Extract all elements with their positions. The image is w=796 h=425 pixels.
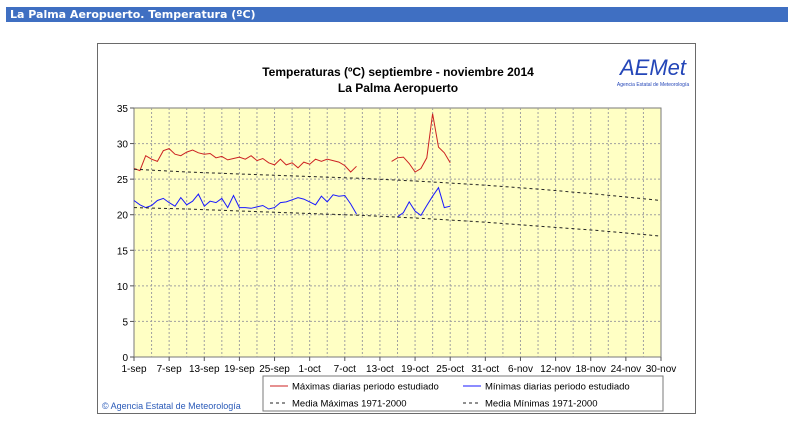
legend-label: Máximas diarias periodo estudiado (292, 382, 439, 393)
x-tick-label: 6-nov (508, 364, 533, 375)
y-tick-label: 30 (117, 140, 129, 151)
y-tick-label: 10 (117, 282, 129, 293)
x-tick-label: 13-sep (189, 364, 220, 375)
series-line (133, 207, 662, 237)
legend-label: Mínimas diarias periodo estudiado (485, 382, 630, 393)
x-tick-label: 13-oct (366, 364, 394, 375)
series-line (133, 193, 357, 215)
legend-label: Media Máximas 1971-2000 (292, 399, 407, 410)
series-1 (133, 113, 451, 173)
series-line (397, 186, 451, 218)
legend: Máximas diarias periodo estudiado Mínimas… (270, 382, 630, 410)
x-tick-label: 12-nov (540, 364, 571, 375)
y-tick-label: 25 (117, 175, 129, 186)
x-tick-label: 25-sep (259, 364, 290, 375)
page-title: La Palma Aeropuerto. Temperatura (ºC) (10, 8, 256, 21)
legend-box (262, 375, 664, 412)
series-3 (133, 168, 662, 201)
x-tick-label: 30-nov (646, 364, 677, 375)
chart-title: Temperaturas (ºC) septiembre - noviembre… (262, 65, 534, 79)
x-tick-label: 1-oct (299, 364, 321, 375)
y-tick-label: 35 (117, 104, 129, 115)
x-tick-label: 24-nov (611, 364, 642, 375)
series-layer (133, 113, 662, 237)
series-4 (133, 207, 662, 237)
series-line (133, 168, 662, 201)
chart-subtitle: La Palma Aeropuerto (338, 81, 458, 95)
x-tick-label: 1-sep (121, 364, 146, 375)
x-tick-label: 25-oct (436, 364, 464, 375)
copyright-text: © Agencia Estatal de Meteorología (102, 401, 241, 411)
series-line (391, 113, 451, 173)
x-tick-label: 7-sep (157, 364, 182, 375)
legend-entry-1: Máximas diarias periodo estudiado (270, 382, 439, 393)
logo-tagline: Agencia Estatal de Meteorología (617, 82, 689, 88)
series-2 (133, 186, 451, 218)
legend-label: Media Mínimas 1971-2000 (485, 399, 597, 410)
x-tick-label: 18-nov (575, 364, 606, 375)
y-axis: 0 5 10 15 20 25 30 35 (117, 104, 134, 364)
y-tick-label: 20 (117, 211, 129, 222)
y-tick-label: 5 (122, 317, 128, 328)
series-line (133, 148, 357, 173)
page-header: La Palma Aeropuerto. Temperatura (ºC) (6, 7, 788, 22)
chart-panel: Temperaturas (ºC) septiembre - noviembre… (97, 43, 696, 414)
logo-brand: AEMet (618, 55, 687, 80)
x-tick-label: 19-oct (401, 364, 429, 375)
aemet-logo: AEMet Agencia Estatal de Meteorología (617, 55, 689, 88)
x-tick-label: 7-oct (334, 364, 356, 375)
y-tick-label: 0 (122, 353, 128, 364)
legend-entry-4: Media Mínimas 1971-2000 (463, 399, 597, 410)
y-tick-label: 15 (117, 246, 129, 257)
x-tick-label: 19-sep (224, 364, 255, 375)
legend-entry-3: Media Máximas 1971-2000 (270, 399, 407, 410)
legend-entry-2: Mínimas diarias periodo estudiado (463, 382, 630, 393)
temperature-chart: Temperaturas (ºC) septiembre - noviembre… (102, 55, 689, 412)
footer-copyright: © Agencia Estatal de Meteorología (102, 401, 241, 411)
x-axis: 1-sep 7-sep 13-sep 19-sep 25-sep 1-oct 7-oct 13… (121, 357, 676, 375)
x-tick-label: 31-oct (471, 364, 499, 375)
